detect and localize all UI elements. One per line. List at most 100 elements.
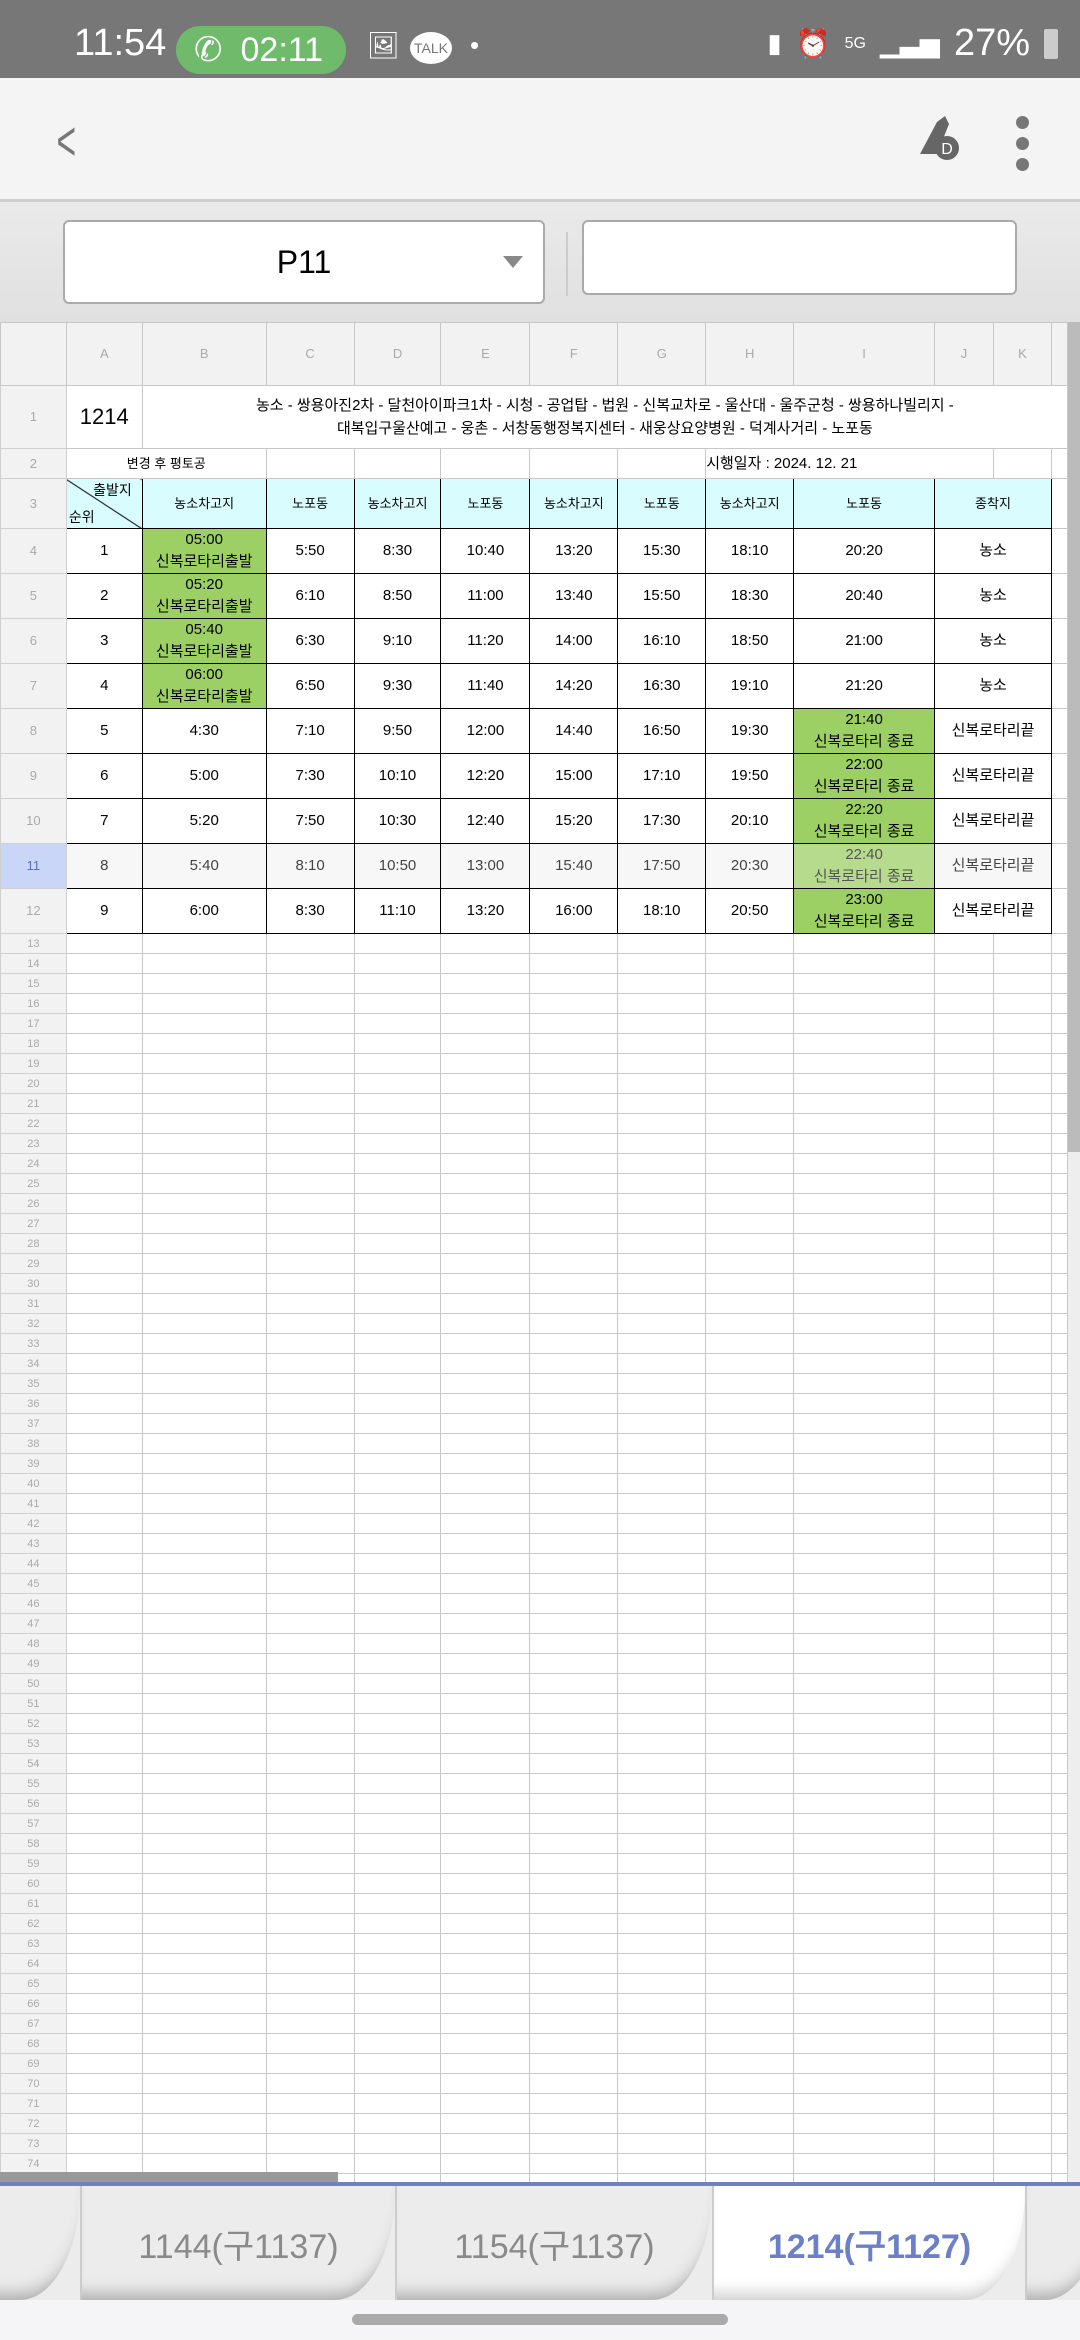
cell[interactable] (529, 1473, 619, 1494)
column-title-cell[interactable]: 농소차고지 (353, 478, 442, 529)
cell[interactable] (993, 448, 1052, 479)
cell[interactable] (993, 1353, 1052, 1374)
cell[interactable] (265, 1093, 355, 1114)
cell[interactable] (993, 1333, 1052, 1354)
cell[interactable] (793, 1553, 936, 1574)
cell[interactable] (265, 1513, 355, 1534)
time-cell[interactable]: 18:10 (617, 888, 707, 934)
cell[interactable] (529, 1533, 619, 1554)
cell[interactable] (1050, 1853, 1068, 1874)
cell[interactable] (617, 1493, 707, 1514)
cell[interactable] (529, 933, 619, 954)
cell[interactable] (141, 1553, 267, 1574)
cell[interactable] (993, 2013, 1052, 2034)
cell[interactable] (440, 1553, 531, 1574)
cell[interactable] (617, 1193, 707, 1214)
cell[interactable] (65, 2153, 143, 2174)
cell[interactable] (65, 1093, 143, 1114)
time-cell[interactable]: 13:20 (440, 888, 531, 934)
cell[interactable] (65, 1433, 143, 1454)
cell[interactable] (934, 1713, 994, 1734)
cell[interactable] (617, 2133, 707, 2154)
cell[interactable] (705, 1573, 795, 1594)
cell[interactable] (934, 1333, 994, 1354)
cell[interactable] (529, 1453, 619, 1474)
cell[interactable] (529, 1693, 619, 1714)
cell[interactable] (529, 1213, 619, 1234)
row-header[interactable]: 21 (0, 1093, 67, 1114)
cell[interactable] (440, 1693, 531, 1714)
cell[interactable] (793, 1633, 936, 1654)
cell[interactable] (617, 1873, 707, 1894)
cell[interactable] (617, 1113, 707, 1134)
cell[interactable] (934, 973, 994, 994)
cell[interactable] (993, 1553, 1052, 1574)
cell[interactable] (793, 1113, 936, 1134)
cell[interactable] (1050, 1353, 1068, 1374)
cell[interactable] (65, 1813, 143, 1834)
row-header[interactable]: 30 (0, 1273, 67, 1294)
row-header[interactable]: 43 (0, 1533, 67, 1554)
cell[interactable] (793, 1833, 936, 1854)
time-cell[interactable]: 8:30 (265, 888, 355, 934)
cell[interactable] (934, 1233, 994, 1254)
cell[interactable] (934, 1173, 994, 1194)
cell[interactable] (353, 2033, 442, 2054)
cell[interactable] (440, 1453, 531, 1474)
cell[interactable] (529, 1813, 619, 1834)
cell[interactable] (141, 1573, 267, 1594)
row-header[interactable]: 72 (0, 2113, 67, 2134)
note-cell[interactable]: 변경 후 평토공 (65, 448, 267, 479)
cell[interactable] (265, 1313, 355, 1334)
cell[interactable] (934, 933, 994, 954)
cell[interactable] (705, 1313, 795, 1334)
column-title-cell[interactable]: 노포동 (440, 478, 531, 529)
cell[interactable] (353, 1093, 442, 1114)
row-header[interactable]: 58 (0, 1833, 67, 1854)
cell[interactable] (65, 993, 143, 1014)
cell[interactable] (1050, 1733, 1068, 1754)
cell[interactable] (1050, 528, 1068, 574)
cell[interactable] (1050, 1373, 1068, 1394)
cell[interactable] (1050, 1913, 1068, 1934)
cell[interactable] (793, 933, 936, 954)
cell[interactable] (141, 933, 267, 954)
cell[interactable] (793, 1913, 936, 1934)
cell[interactable] (1050, 1073, 1068, 1094)
cell[interactable] (793, 1073, 936, 1094)
cell[interactable] (617, 1893, 707, 1914)
cell[interactable] (793, 2133, 936, 2154)
cell[interactable] (934, 1993, 994, 2014)
column-title-cell[interactable]: 종착지 (934, 478, 1052, 529)
cell[interactable] (440, 1813, 531, 1834)
cell[interactable] (141, 1873, 267, 1894)
cell[interactable] (353, 973, 442, 994)
row-header[interactable]: 27 (0, 1213, 67, 1234)
time-cell[interactable]: 9:50 (353, 708, 442, 754)
cell[interactable] (529, 1593, 619, 1614)
column-header-a[interactable]: A (65, 322, 143, 386)
cell[interactable] (353, 1193, 442, 1214)
cell[interactable] (617, 1093, 707, 1114)
cell[interactable] (529, 1273, 619, 1294)
cell[interactable] (353, 1953, 442, 1974)
cell[interactable] (617, 1133, 707, 1154)
cell[interactable] (529, 1853, 619, 1874)
cell[interactable] (617, 1373, 707, 1394)
time-cell[interactable]: 15:30 (617, 528, 707, 574)
cell[interactable] (529, 2033, 619, 2054)
cell[interactable] (993, 1713, 1052, 1734)
row-header[interactable]: 31 (0, 1293, 67, 1314)
cell[interactable] (265, 1673, 355, 1694)
cell[interactable] (993, 1373, 1052, 1394)
cell[interactable] (440, 1053, 531, 1074)
time-cell[interactable]: 16:30 (617, 663, 707, 709)
cell[interactable] (529, 1073, 619, 1094)
cell[interactable] (353, 1633, 442, 1654)
time-cell[interactable]: 15:00 (529, 753, 619, 799)
row-header[interactable]: 32 (0, 1313, 67, 1334)
cell[interactable] (440, 1753, 531, 1774)
cell[interactable] (265, 1033, 355, 1054)
cell[interactable] (529, 973, 619, 994)
